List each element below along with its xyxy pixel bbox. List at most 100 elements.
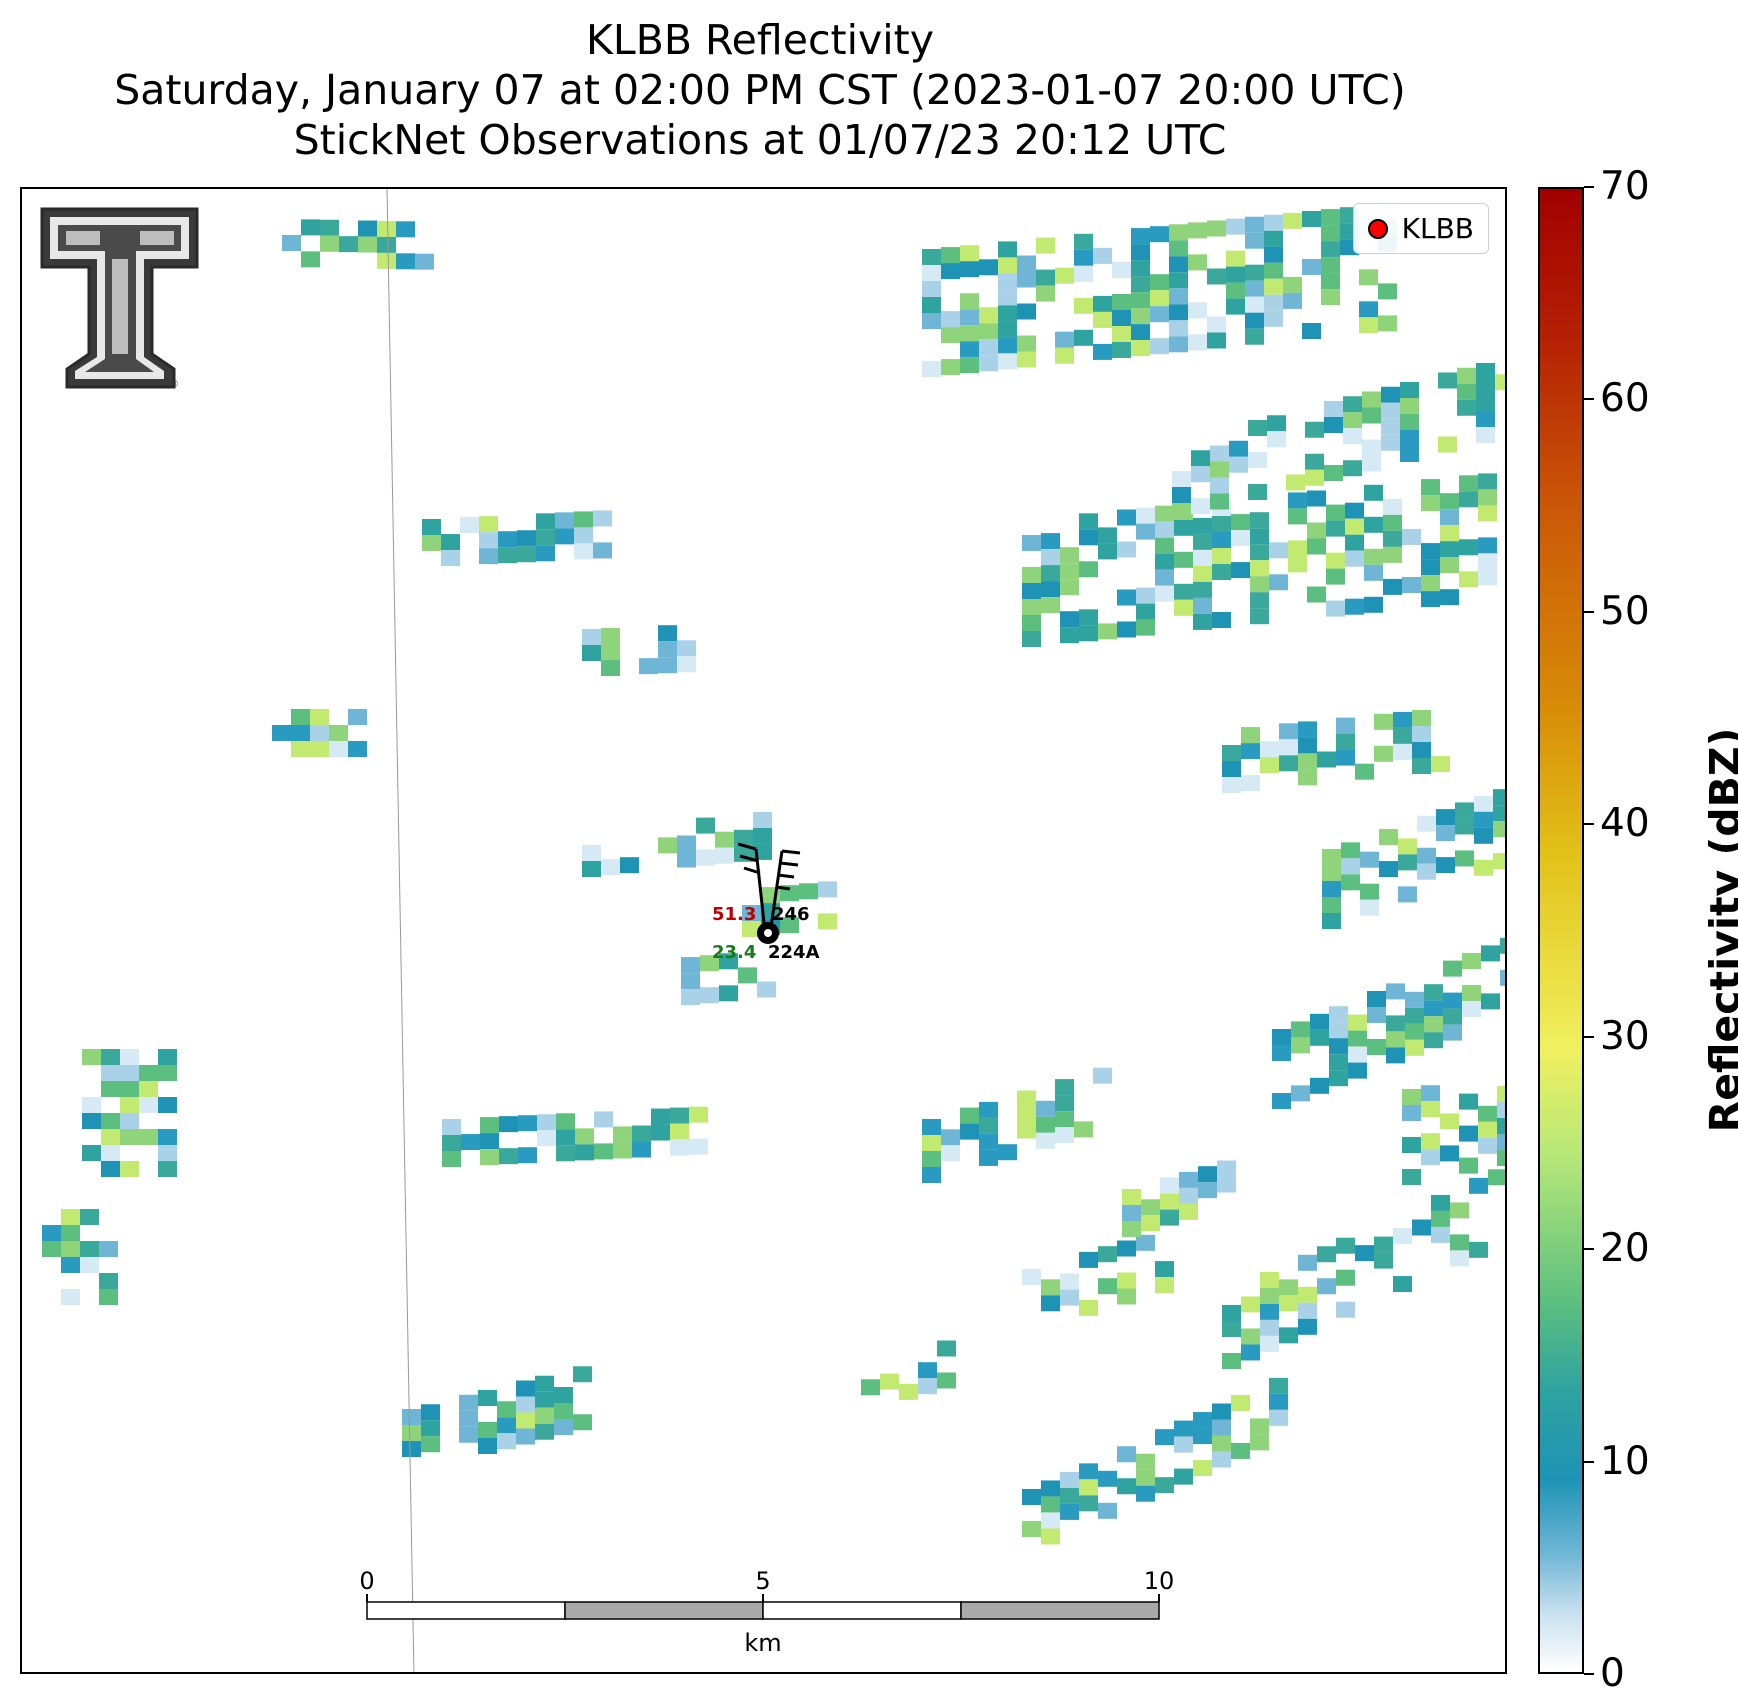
reflectivity-cell <box>1226 250 1245 267</box>
reflectivity-cell <box>1250 576 1269 593</box>
reflectivity-cell <box>1279 723 1298 740</box>
reflectivity-cell <box>998 1144 1017 1161</box>
reflectivity-cell <box>1241 727 1260 744</box>
reflectivity-cell <box>1193 581 1212 598</box>
reflectivity-cell <box>158 1049 177 1065</box>
reflectivity-cell <box>1210 493 1229 510</box>
reflectivity-cell <box>1017 1122 1036 1139</box>
reflectivity-cell <box>1474 795 1493 812</box>
reflectivity-cell <box>1217 1160 1236 1177</box>
reflectivity-cell <box>61 1241 80 1257</box>
reflectivity-cell <box>1150 338 1169 355</box>
reflectivity-cell <box>1169 272 1188 289</box>
reflectivity-cell <box>582 845 601 861</box>
radar-map[interactable]: ® 51.3 246 23.4 224A <box>20 187 1507 1674</box>
reflectivity-cell <box>1188 334 1207 351</box>
reflectivity-cell <box>1179 1203 1198 1220</box>
reflectivity-cell <box>1131 340 1150 357</box>
reflectivity-cell <box>1393 711 1412 728</box>
reflectivity-cell <box>1093 1067 1112 1084</box>
reflectivity-cell <box>516 1412 535 1429</box>
reflectivity-cell <box>594 1111 613 1128</box>
reflectivity-cell <box>291 725 310 741</box>
reflectivity-cell <box>998 305 1017 322</box>
reflectivity-cell <box>1172 487 1191 503</box>
reflectivity-cell <box>1400 446 1419 462</box>
reflectivity-cell <box>1321 209 1340 226</box>
colorbar-tick <box>1584 1248 1594 1251</box>
reflectivity-cell <box>1055 1111 1074 1128</box>
reflectivity-cell <box>681 957 700 974</box>
reflectivity-cell <box>689 1106 708 1123</box>
reflectivity-cell <box>1307 522 1326 539</box>
reflectivity-cell <box>582 861 601 877</box>
reflectivity-cell <box>1231 1394 1250 1411</box>
reflectivity-cell <box>1055 1079 1074 1096</box>
reflectivity-cell <box>1222 761 1241 777</box>
reflectivity-cell <box>1169 304 1188 321</box>
reflectivity-cell <box>1341 842 1360 859</box>
reflectivity-cell <box>1431 756 1450 773</box>
reflectivity-cell <box>402 1441 421 1457</box>
reflectivity-cell <box>554 1403 573 1419</box>
reflectivity-cell <box>1402 1105 1421 1121</box>
reflectivity-cell <box>1136 619 1155 636</box>
reflectivity-cell <box>1286 474 1305 491</box>
reflectivity-cell <box>1440 1145 1459 1162</box>
reflectivity-cell <box>1443 1024 1462 1041</box>
reflectivity-cell <box>535 1407 554 1424</box>
reflectivity-cell <box>478 1422 497 1438</box>
reflectivity-cell <box>632 1141 651 1158</box>
reflectivity-cell <box>1250 560 1269 577</box>
reflectivity-cell <box>479 548 498 565</box>
colorbar-tick-label: 70 <box>1600 164 1650 209</box>
reflectivity-cell <box>459 1426 478 1443</box>
reflectivity-cell <box>1322 849 1341 865</box>
reflectivity-cell <box>422 535 441 551</box>
reflectivity-cell <box>272 725 291 741</box>
reflectivity-cell <box>480 1117 499 1134</box>
reflectivity-cell <box>1260 1335 1279 1352</box>
reflectivity-cell <box>291 741 310 757</box>
reflectivity-cell <box>738 967 757 984</box>
reflectivity-cell <box>42 1225 61 1241</box>
reflectivity-cell <box>1500 937 1505 954</box>
reflectivity-cell <box>478 1390 497 1406</box>
reflectivity-cell <box>1269 1409 1288 1426</box>
reflectivity-cell <box>1174 583 1193 600</box>
colorbar-tick <box>1584 823 1594 826</box>
reflectivity-cell <box>1074 233 1093 250</box>
reflectivity-cell <box>742 921 761 937</box>
reflectivity-cell <box>1245 264 1264 281</box>
reflectivity-cell <box>1267 415 1286 432</box>
reflectivity-cell <box>82 1049 101 1065</box>
reflectivity-cell <box>1345 534 1364 551</box>
title-line-2: Saturday, January 07 at 02:00 PM CST (20… <box>114 66 1406 114</box>
reflectivity-cell <box>348 709 367 725</box>
reflectivity-cell <box>1393 743 1412 760</box>
reflectivity-cell <box>979 1149 998 1166</box>
reflectivity-cell <box>1421 1133 1440 1150</box>
reflectivity-cell <box>158 1097 177 1113</box>
reflectivity-cell <box>1222 777 1241 793</box>
reflectivity-cell <box>516 1396 535 1413</box>
reflectivity-cell <box>1093 311 1112 328</box>
reflectivity-cell <box>358 236 377 253</box>
reflectivity-cell <box>1122 1205 1141 1221</box>
reflectivity-cell <box>1374 1252 1393 1269</box>
reflectivity-cell <box>1386 1031 1405 1048</box>
reflectivity-cell <box>1260 1287 1279 1304</box>
reflectivity-cell <box>1322 881 1341 897</box>
reflectivity-cell <box>1302 211 1321 227</box>
reflectivity-cell <box>1231 562 1250 579</box>
reflectivity-cell <box>1169 224 1188 241</box>
reflectivity-cell <box>1440 525 1459 542</box>
reflectivity-cell <box>1193 1412 1212 1429</box>
reflectivity-cell <box>922 1151 941 1167</box>
reflectivity-cell <box>536 513 555 530</box>
reflectivity-cell <box>1191 466 1210 483</box>
reflectivity-cell <box>1421 495 1440 512</box>
reflectivity-cell <box>1321 257 1340 274</box>
reflectivity-cell <box>1421 479 1440 496</box>
reflectivity-cell <box>1079 529 1098 546</box>
